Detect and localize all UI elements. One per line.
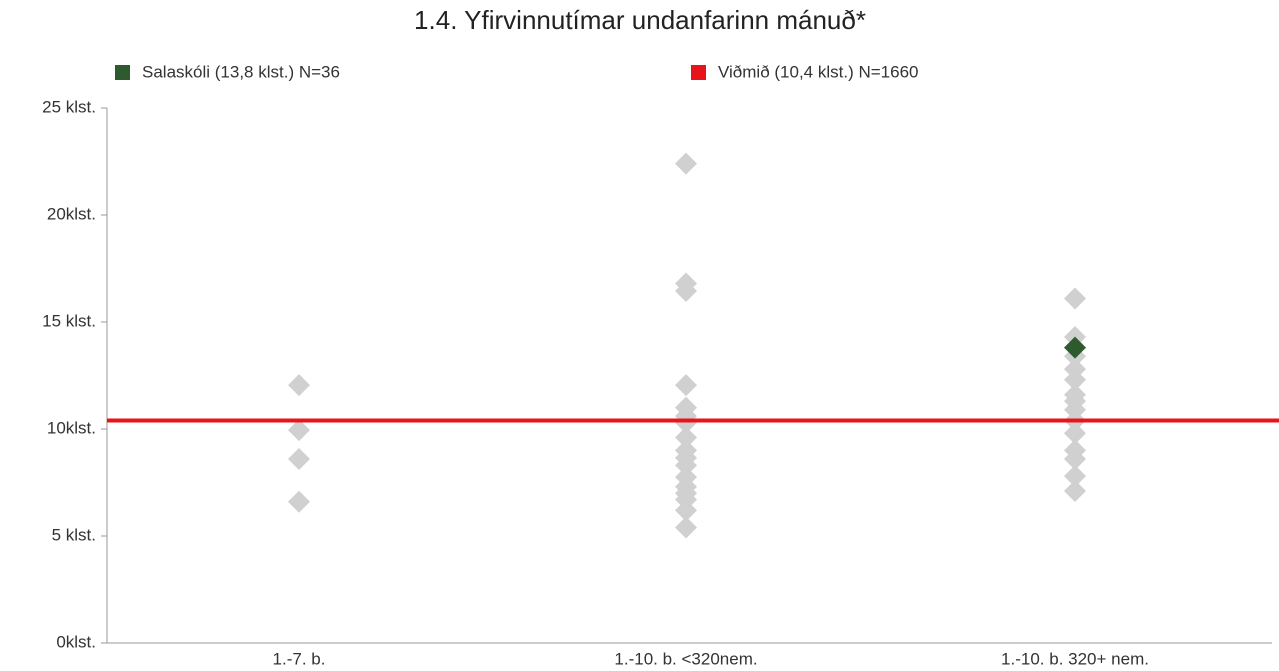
point: [675, 516, 697, 539]
point: [1064, 422, 1086, 445]
point: [288, 374, 310, 397]
point: [288, 490, 310, 513]
point: [288, 447, 310, 470]
y-tick-label: 5 klst.: [52, 525, 96, 544]
legend-swatch: [115, 65, 130, 80]
y-tick-label: 15 klst.: [42, 311, 96, 330]
point: [1064, 447, 1086, 470]
point: [288, 419, 310, 442]
point: [675, 152, 697, 175]
point: [1064, 336, 1086, 359]
point: [675, 499, 697, 522]
point: [675, 426, 697, 449]
x-tick-label: 1.-10. b. 320+ nem.: [1001, 649, 1149, 668]
chart-title: 1.4. Yfirvinnutímar undanfarinn mánuð*: [414, 5, 866, 35]
point: [675, 374, 697, 397]
x-tick-label: 1.-10. b. <320nem.: [614, 649, 757, 668]
point: [675, 454, 697, 477]
y-tick-label: 20klst.: [47, 204, 96, 223]
x-tick-label: 1.-7. b.: [273, 649, 326, 668]
y-tick-label: 25 klst.: [42, 97, 96, 116]
point: [1064, 287, 1086, 310]
legend-swatch: [691, 65, 706, 80]
y-tick-label: 0klst.: [56, 632, 96, 651]
y-tick-label: 10klst.: [47, 418, 96, 437]
point: [675, 411, 697, 434]
legend-label: Viðmið (10,4 klst.) N=1660: [718, 62, 918, 81]
point: [1064, 480, 1086, 503]
point: [1064, 465, 1086, 488]
point: [1064, 368, 1086, 391]
point: [675, 279, 697, 302]
legend-label: Salaskóli (13,8 klst.) N=36: [142, 62, 340, 81]
